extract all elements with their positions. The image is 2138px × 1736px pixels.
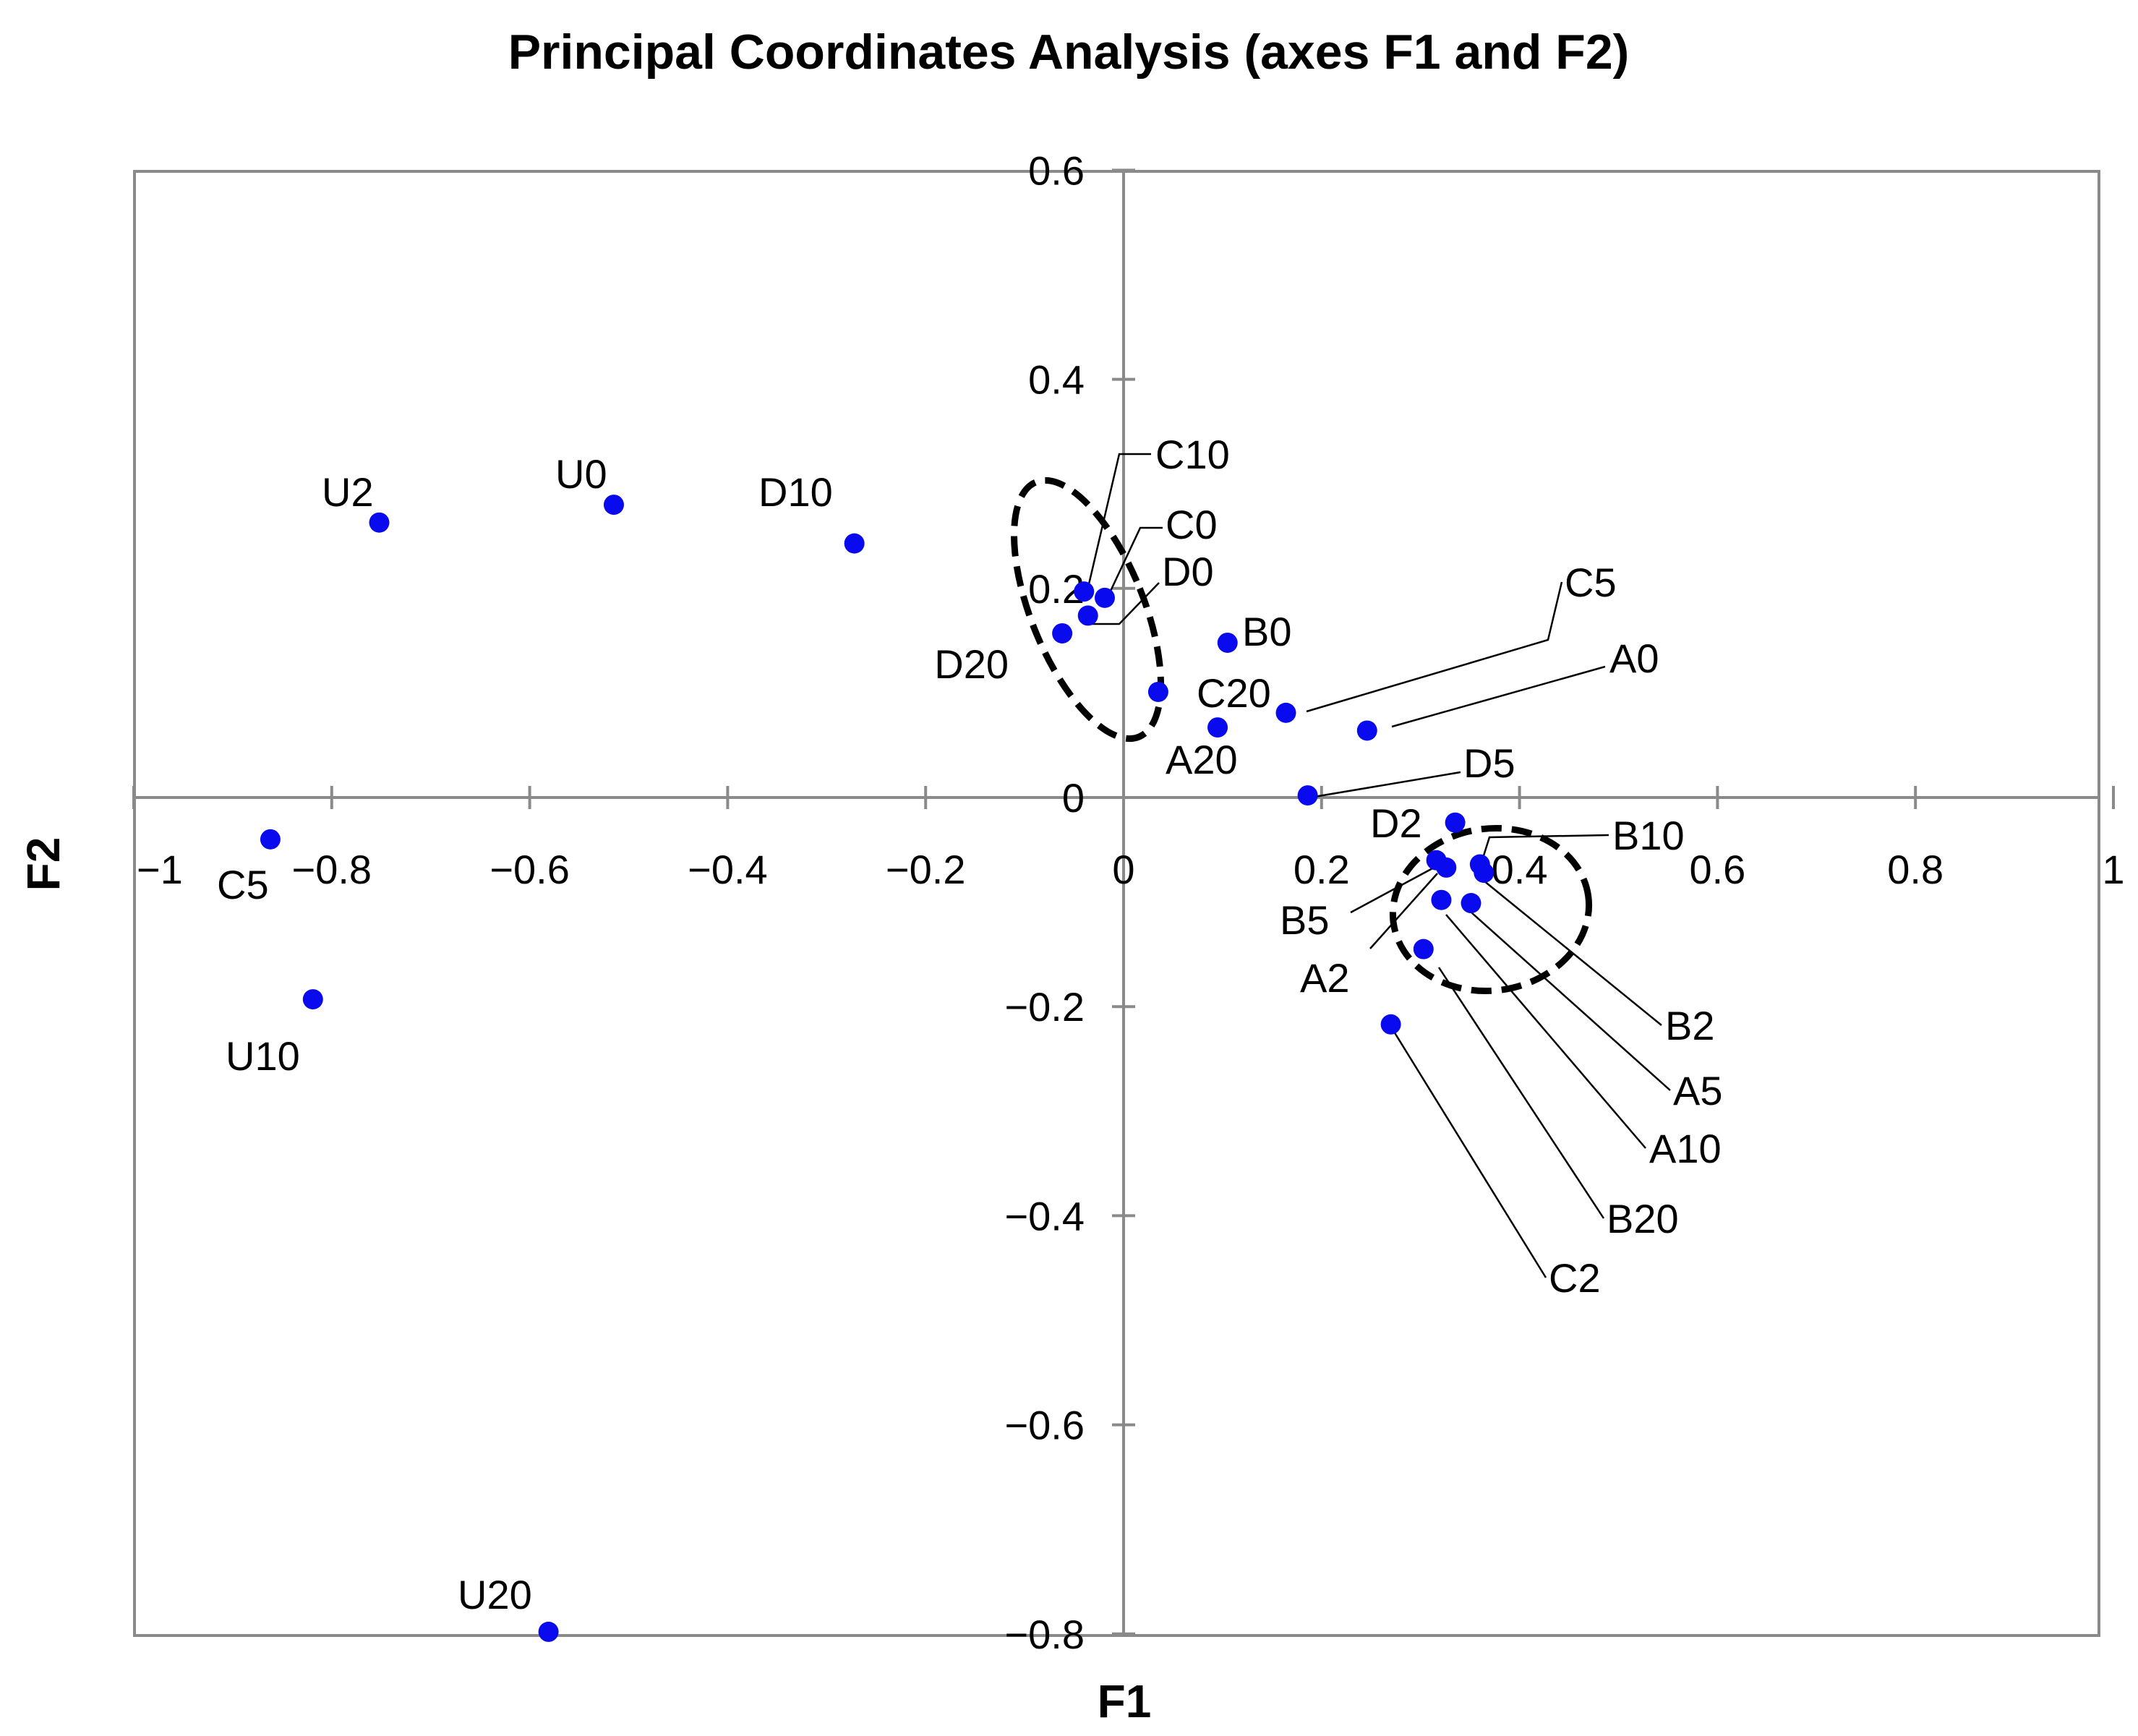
- y-tick-label: 0: [1062, 775, 1085, 821]
- data-point-u2: [369, 512, 390, 533]
- plot-frame: [133, 170, 2100, 1637]
- data-point-c2: [1380, 1014, 1401, 1035]
- data-point-c10: [1074, 581, 1095, 602]
- leader-line: [1369, 873, 1438, 949]
- data-point-d0: [1077, 605, 1098, 626]
- x-tick-label: 0.8: [1887, 847, 1944, 892]
- data-point-d20: [1052, 623, 1073, 643]
- point-label-c5: C5: [1565, 560, 1617, 605]
- point-label-c20: C20: [1197, 670, 1271, 716]
- leader-line: [1471, 912, 1671, 1091]
- data-point-b2: [1474, 863, 1495, 884]
- x-tick-label: 0.6: [1689, 847, 1745, 892]
- x-tick-label: −0.6: [489, 847, 570, 892]
- data-point-a0: [1356, 720, 1377, 741]
- x-tick-label: −0.2: [886, 847, 966, 892]
- point-label-b5: B5: [1280, 897, 1330, 943]
- leader-line: [1306, 581, 1563, 713]
- x-tick-label: −0.4: [688, 847, 768, 892]
- point-label-d10: D10: [758, 469, 833, 515]
- chart-title: Principal Coordinates Analysis (axes F1 …: [508, 25, 1630, 80]
- data-point-a20: [1207, 717, 1228, 738]
- leader-line: [1105, 526, 1163, 601]
- leader-line: [1445, 914, 1646, 1149]
- point-label-a20: A20: [1166, 737, 1238, 782]
- data-point-u10: [302, 989, 323, 1010]
- data-point-d5: [1297, 785, 1318, 806]
- data-point-b20: [1413, 938, 1434, 959]
- point-label-d2: D2: [1370, 800, 1422, 846]
- point-label-u0: U0: [555, 451, 607, 497]
- data-point-c20: [1147, 681, 1168, 702]
- data-point-u20: [538, 1621, 559, 1642]
- leader-line: [1309, 771, 1461, 799]
- point-label-a5: A5: [1673, 1068, 1723, 1113]
- y-tick-label: 0.6: [1028, 147, 1085, 193]
- x-tick-label: 0.4: [1492, 847, 1548, 892]
- leader-line: [1090, 582, 1160, 625]
- leader-line: [1391, 665, 1606, 728]
- data-point-c5: [1275, 702, 1296, 723]
- point-label-b0: B0: [1242, 609, 1292, 654]
- point-label-u2: U2: [322, 469, 374, 515]
- point-label-c5: C5: [217, 862, 269, 907]
- leader-line: [1483, 880, 1662, 1026]
- point-label-d5: D5: [1463, 740, 1515, 786]
- point-label-c0: C0: [1166, 502, 1218, 547]
- leader-line: [1085, 453, 1151, 597]
- x-tick-label: 0.2: [1294, 847, 1350, 892]
- data-point-d10: [844, 533, 865, 554]
- y-axis-ticks: 0.60.40.20−0.2−0.4−0.6−0.8: [1004, 147, 1135, 1657]
- data-points: [260, 495, 1495, 1642]
- point-label-b10: B10: [1612, 813, 1685, 858]
- y-axis-title: F2: [17, 837, 69, 891]
- x-tick-label: 0: [1112, 847, 1134, 892]
- leader-line: [1350, 865, 1436, 914]
- point-label-c10: C10: [1155, 432, 1230, 477]
- data-point-a2: [1436, 857, 1457, 878]
- y-tick-label: 0.4: [1028, 357, 1085, 403]
- data-point-d2: [1445, 812, 1466, 833]
- y-tick-label: −0.2: [1004, 984, 1085, 1030]
- point-label-a2: A2: [1300, 955, 1350, 1001]
- point-label-d0: D0: [1162, 549, 1214, 594]
- point-label-d20: D20: [934, 641, 1009, 687]
- data-point-u0: [603, 495, 624, 516]
- data-point-a10: [1431, 889, 1452, 910]
- x-tick-label: 1: [2102, 847, 2124, 892]
- data-point-b0: [1217, 632, 1238, 653]
- data-point-c0: [1094, 587, 1115, 608]
- data-point-c5: [260, 829, 281, 850]
- x-tick-label: −0.8: [292, 847, 372, 892]
- x-tick-label: −1: [137, 847, 183, 892]
- point-label-u10: U10: [226, 1033, 300, 1079]
- leader-line: [1390, 1027, 1547, 1278]
- point-label-b2: B2: [1665, 1003, 1715, 1048]
- x-axis-title: F1: [1098, 1675, 1152, 1727]
- point-label-c2: C2: [1549, 1255, 1601, 1301]
- y-tick-label: −0.4: [1004, 1193, 1085, 1239]
- point-label-a0: A0: [1609, 636, 1659, 681]
- point-label-a10: A10: [1649, 1126, 1722, 1171]
- data-point-a5: [1461, 893, 1481, 914]
- y-tick-label: −0.6: [1004, 1403, 1085, 1448]
- point-label-b20: B20: [1607, 1196, 1679, 1241]
- x-axis-ticks: −1 −0.8 −0.6 −0.4 −0.2 0 0.2 0.4 0.6 0.8 1: [132, 786, 2125, 892]
- cluster-ellipse-upper: [1011, 476, 1164, 743]
- y-tick-label: −0.8: [1004, 1612, 1085, 1657]
- point-label-u20: U20: [458, 1572, 532, 1617]
- leader-line: [1437, 967, 1605, 1219]
